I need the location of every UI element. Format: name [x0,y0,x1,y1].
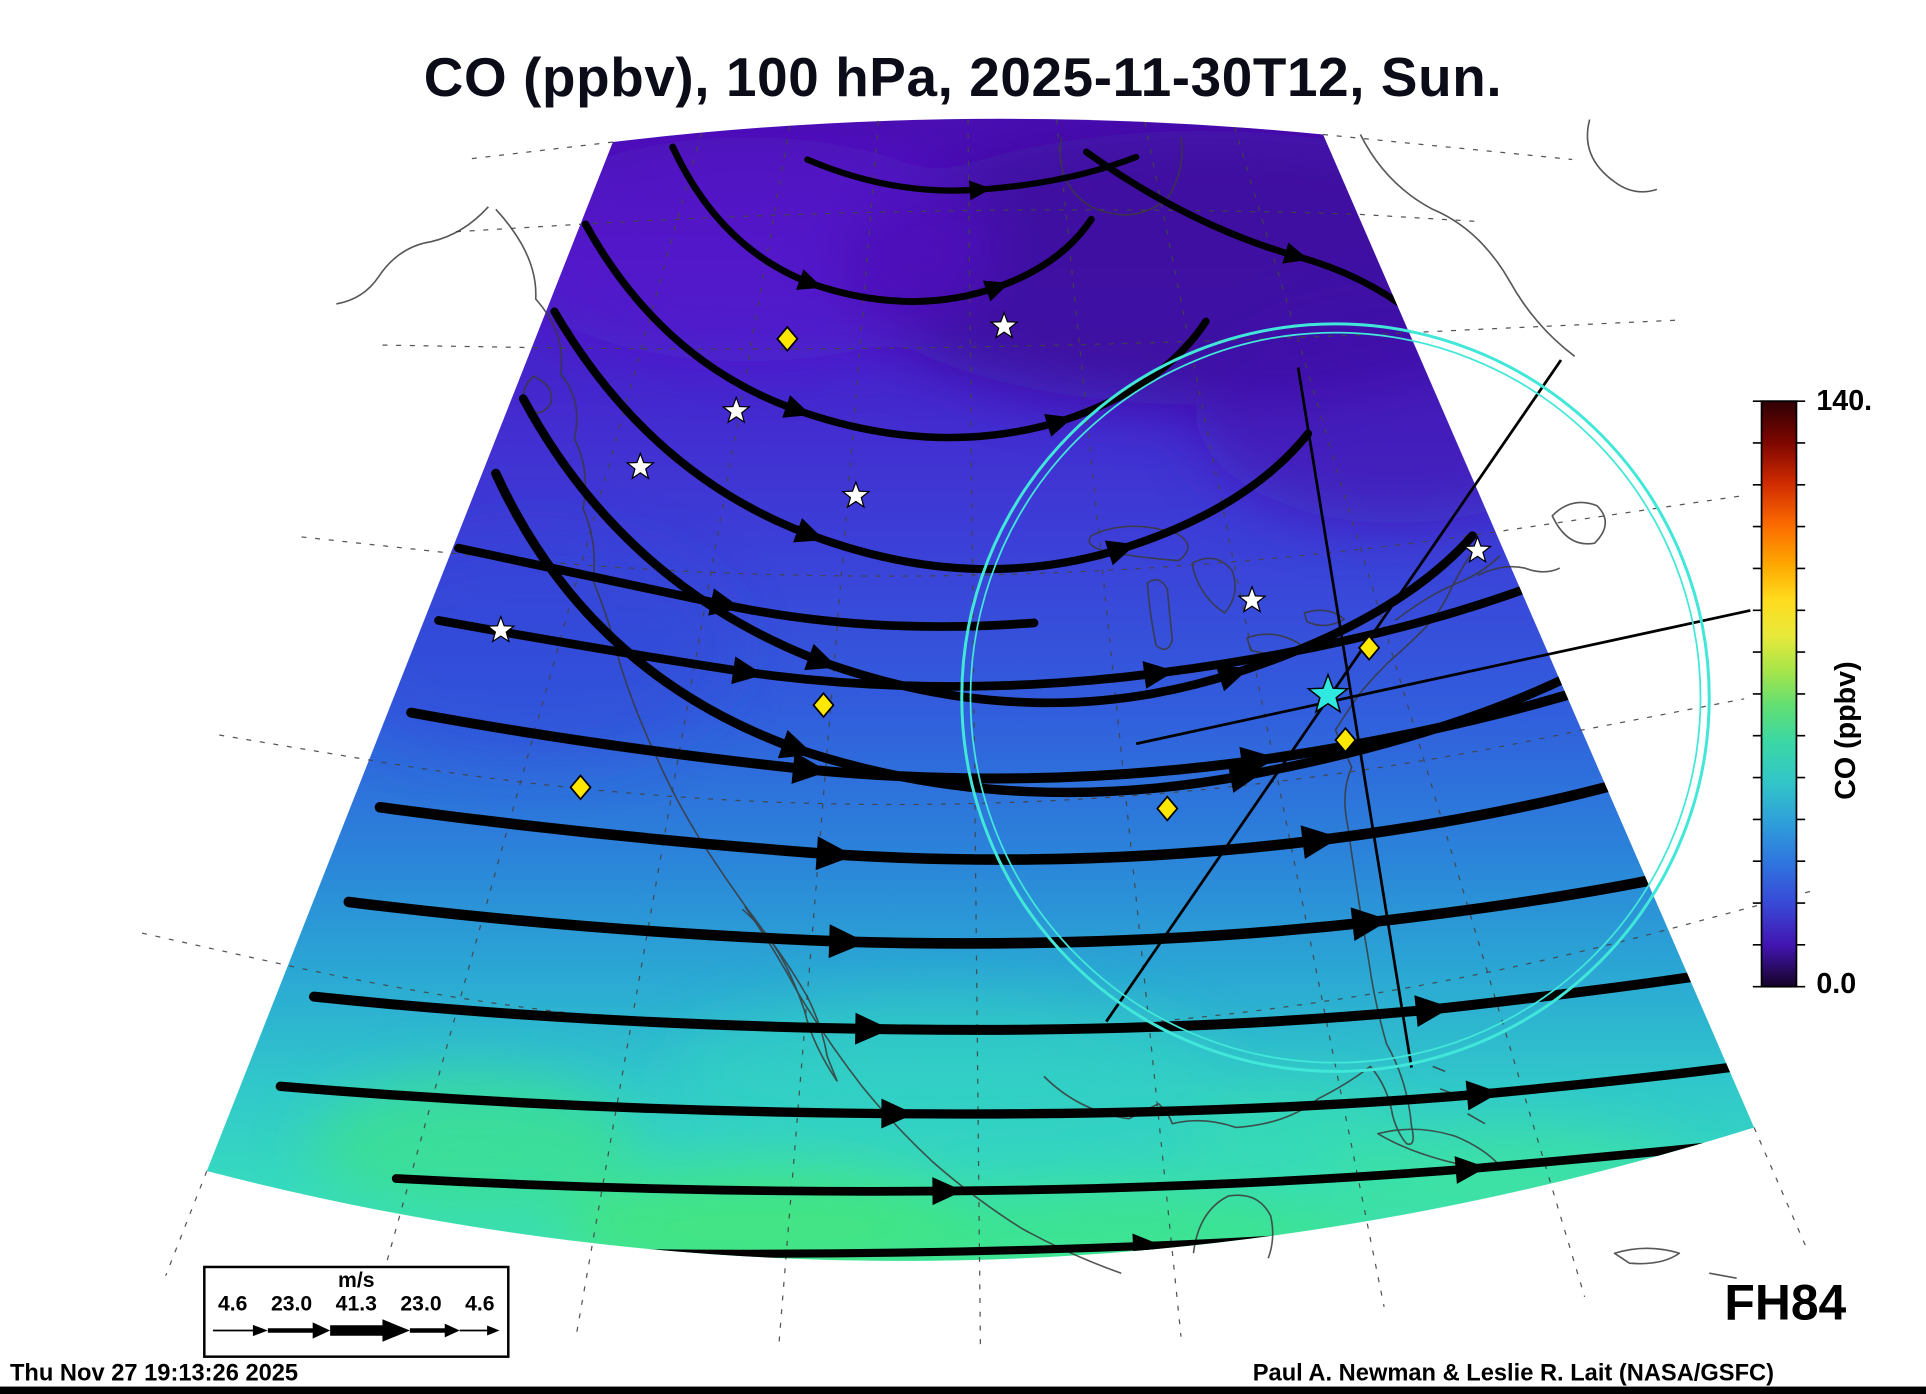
graticule [141,119,1813,1350]
colorbar-min-label: 0.0 [1816,966,1857,1000]
colorbar-gradient [1760,400,1798,988]
colorbar [1752,400,1806,988]
wind-speed-values: 4.6 23.0 41.3 23.0 4.6 [206,1292,507,1316]
timestamp: Thu Nov 27 19:13:26 2025 [9,1360,299,1387]
wind-speed-value: 4.6 [465,1291,495,1316]
range-ring-outer [960,322,1711,1073]
wind-speed-value: 23.0 [270,1291,313,1316]
wind-speed-value: 23.0 [400,1291,442,1316]
bottom-border-bar [0,1386,1926,1394]
forecast-hour-label: FH84 [1724,1275,1847,1331]
range-ring [960,322,1711,1073]
range-ring-inner [969,331,1702,1064]
credit: Paul A. Newman & Leslie R. Lait (NASA/GS… [1252,1360,1775,1387]
cross-section-line [1296,367,1413,1068]
streamlines [275,143,1755,1260]
colorbar-max-label: 140. [1816,383,1873,417]
wind-speed-value: 41.3 [335,1291,377,1316]
figure-title: CO (ppbv), 100 hPa, 2025-11-30T12, Sun. [423,47,1503,109]
colorbar-ticks [1752,400,1806,988]
colorbar-axis-label: CO (ppbv) [1828,661,1862,800]
wind-unit-label: m/s [338,1268,375,1292]
wind-speed-value: 4.6 [218,1291,248,1316]
wind-scale-arrow-glyph [213,1319,500,1342]
wind-speed-legend: m/s 4.6 23.0 41.3 23.0 4.6 [203,1265,510,1358]
cross-section-line [1135,609,1751,746]
